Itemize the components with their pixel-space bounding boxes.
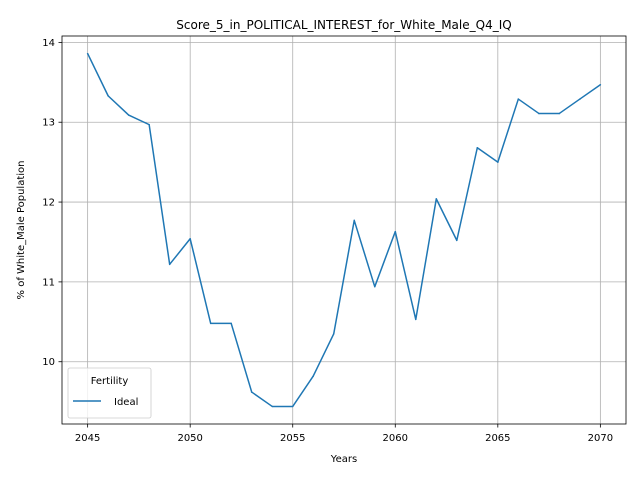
data-point [271, 405, 273, 408]
series-lines [86, 52, 602, 408]
axis-ticks: 2045 2050 2055 2060 2065 2070 10 11 12 13 14 [42, 38, 613, 444]
data-point [558, 112, 561, 115]
grid-lines [62, 36, 626, 424]
data-point [435, 198, 438, 200]
data-point [148, 123, 150, 126]
x-tick-label: 2045 [75, 433, 100, 444]
x-tick-label: 2050 [177, 433, 202, 444]
data-point [517, 98, 520, 100]
data-point [209, 322, 212, 325]
data-point [127, 114, 130, 116]
y-tick-label: 10 [42, 357, 55, 368]
data-point [374, 285, 376, 288]
x-tick-label: 2055 [280, 433, 305, 444]
legend-label-ideal: Ideal [114, 397, 138, 408]
data-point [332, 333, 335, 335]
data-point [86, 52, 89, 55]
data-point [168, 263, 171, 266]
y-tick-label: 13 [42, 118, 55, 129]
y-tick-label: 11 [42, 277, 55, 288]
data-point [107, 95, 109, 97]
x-tick-label: 2060 [383, 433, 408, 444]
y-tick-label: 14 [42, 38, 55, 49]
data-point [476, 147, 479, 149]
data-point [230, 322, 232, 325]
legend-title: Fertility [91, 376, 129, 387]
data-point [189, 238, 191, 240]
legend-box [67, 367, 152, 419]
y-axis-label: % of White_Male Population [16, 161, 27, 300]
series-line-ideal [86, 53, 601, 408]
data-point [497, 161, 499, 163]
chart-title: Score_5_in_POLITICAL_INTEREST_for_White_… [176, 18, 511, 32]
data-point [312, 375, 314, 377]
x-tick-label: 2070 [588, 433, 613, 444]
data-point [291, 405, 294, 408]
x-axis-label: Years [330, 454, 357, 465]
data-point [579, 98, 581, 100]
data-point [456, 239, 458, 242]
legend: Fertility Ideal [67, 367, 152, 419]
data-point [353, 219, 356, 222]
data-point [538, 112, 540, 115]
data-point [599, 83, 602, 86]
data-point [250, 391, 253, 393]
y-tick-label: 12 [42, 198, 55, 209]
data-point [415, 318, 417, 321]
data-point [394, 230, 397, 233]
x-tick-label: 2065 [485, 433, 510, 444]
plot-frame [61, 35, 627, 425]
